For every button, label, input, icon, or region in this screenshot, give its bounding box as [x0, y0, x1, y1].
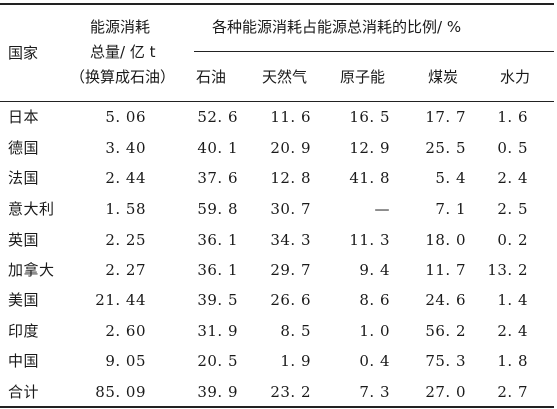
total-cell: 5. 06: [105, 108, 146, 126]
oil-cell: 20. 5: [197, 352, 238, 370]
hydro-cell: 13. 2: [487, 261, 528, 279]
hydro-cell: 1. 6: [497, 108, 528, 126]
nuclear-cell: 12. 9: [349, 139, 390, 157]
gas-cell: 26. 6: [270, 291, 311, 309]
hydro-cell: 2. 4: [497, 169, 528, 187]
oil-cell: 36. 1: [197, 261, 238, 279]
nuclear-cell: 7. 3: [359, 383, 390, 401]
coal-cell: 18. 0: [425, 231, 466, 249]
coal-cell: 7. 1: [435, 200, 466, 218]
total-cell: 2. 25: [105, 231, 146, 249]
oil-cell: 36. 1: [197, 231, 238, 249]
country-cell: 印度: [8, 322, 40, 340]
gas-cell: 29. 7: [270, 261, 311, 279]
hydro-cell: 1. 4: [497, 291, 528, 309]
coal-cell: 5. 4: [435, 169, 466, 187]
hydro-cell: 0. 2: [497, 231, 528, 249]
total-cell: 3. 40: [105, 139, 146, 157]
bottom-rule: [0, 406, 554, 408]
coal-cell: 25. 5: [425, 139, 466, 157]
header-coal: 煤炭: [428, 68, 459, 86]
header-oil: 石油: [196, 68, 227, 86]
gas-cell: 12. 8: [270, 169, 311, 187]
header-ratio-group: 各种能源消耗占能源总消耗的比例/ %: [212, 18, 462, 36]
country-cell: 美国: [8, 291, 40, 309]
total-cell: 2. 44: [105, 169, 146, 187]
oil-cell: 40. 1: [197, 139, 238, 157]
nuclear-cell: 41. 8: [349, 169, 390, 187]
oil-cell: 37. 6: [197, 169, 238, 187]
gas-cell: 1. 9: [280, 352, 311, 370]
oil-cell: 31. 9: [197, 322, 238, 340]
gas-cell: 11. 6: [270, 108, 311, 126]
header-country: 国家: [8, 44, 39, 62]
header-total-line2: 总量/ 亿 t: [90, 43, 156, 61]
gas-cell: 34. 3: [270, 231, 311, 249]
country-cell: 中国: [8, 352, 40, 370]
total-cell: 2. 60: [105, 322, 146, 340]
header-total-line3: （换算成石油）: [70, 68, 176, 86]
gas-cell: 30. 7: [270, 200, 311, 218]
coal-cell: 17. 7: [425, 108, 466, 126]
country-cell: 日本: [8, 108, 40, 126]
coal-cell: 75. 3: [425, 352, 466, 370]
gas-cell: 23. 2: [270, 383, 311, 401]
hydro-cell: 2. 7: [497, 383, 528, 401]
nuclear-cell: 16. 5: [349, 108, 390, 126]
total-cell: 85. 09: [95, 383, 146, 401]
total-cell: 2. 27: [105, 261, 146, 279]
top-rule: [0, 3, 554, 5]
total-cell: 21. 44: [95, 291, 146, 309]
country-cell: 加拿大: [8, 261, 55, 279]
nuclear-cell: —: [374, 200, 390, 218]
nuclear-cell: 0. 4: [359, 352, 390, 370]
hydro-cell: 2. 5: [497, 200, 528, 218]
group-header-rule: [194, 51, 554, 52]
nuclear-cell: 9. 4: [359, 261, 390, 279]
hydro-cell: 2. 4: [497, 322, 528, 340]
oil-cell: 59. 8: [197, 200, 238, 218]
nuclear-cell: 8. 6: [359, 291, 390, 309]
header-hydro: 水力: [500, 68, 531, 86]
country-cell: 德国: [8, 139, 40, 157]
hydro-cell: 0. 5: [497, 139, 528, 157]
header-gas: 天然气: [262, 68, 308, 86]
country-cell: 法国: [8, 169, 40, 187]
coal-cell: 11. 7: [425, 261, 466, 279]
oil-cell: 39. 9: [197, 383, 238, 401]
header-bottom-rule: [0, 101, 554, 102]
gas-cell: 8. 5: [280, 322, 311, 340]
gas-cell: 20. 9: [270, 139, 311, 157]
oil-cell: 39. 5: [197, 291, 238, 309]
header-total-line1: 能源消耗: [90, 18, 151, 36]
nuclear-cell: 1. 0: [359, 322, 390, 340]
total-cell: 1. 58: [105, 200, 146, 218]
total-cell: 9. 05: [105, 352, 146, 370]
hydro-cell: 1. 8: [497, 352, 528, 370]
nuclear-cell: 11. 3: [349, 231, 390, 249]
country-cell: 合计: [8, 383, 40, 401]
coal-cell: 24. 6: [425, 291, 466, 309]
oil-cell: 52. 6: [197, 108, 238, 126]
country-cell: 意大利: [8, 200, 55, 218]
coal-cell: 27. 0: [425, 383, 466, 401]
header-nuclear: 原子能: [340, 68, 386, 86]
coal-cell: 56. 2: [425, 322, 466, 340]
country-cell: 英国: [8, 231, 40, 249]
